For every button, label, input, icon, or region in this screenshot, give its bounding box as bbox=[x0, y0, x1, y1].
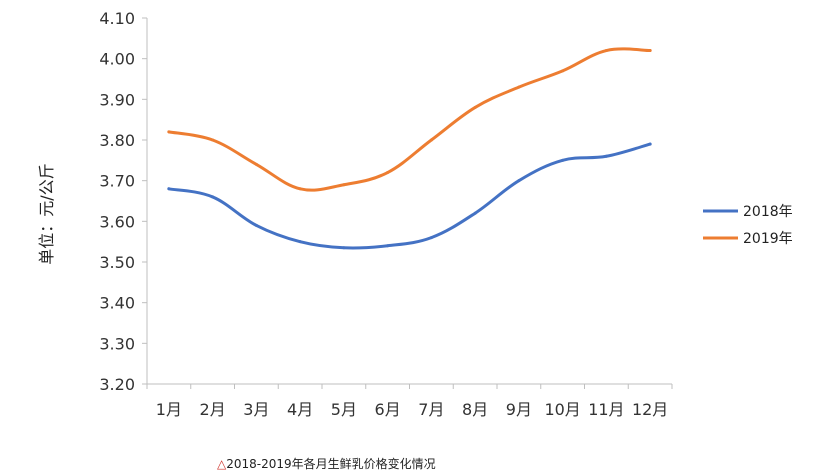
x-tick-label: 3月 bbox=[243, 400, 269, 419]
x-tick-label: 10月 bbox=[544, 400, 580, 419]
y-tick-label: 3.40 bbox=[99, 294, 135, 313]
x-axis: 1月 2月 3月 4月 5月 6月 7月 8月 9月 10月 11月 12月 bbox=[146, 383, 673, 419]
x-tick-label: 5月 bbox=[331, 400, 357, 419]
x-tick-label: 2月 bbox=[200, 400, 226, 419]
data-point bbox=[167, 187, 171, 191]
y-tick-label: 3.80 bbox=[99, 131, 135, 150]
y-axis: 3.20 3.30 3.40 3.50 3.60 3.70 3.80 3.90 4.00 4.10 bbox=[99, 9, 148, 394]
y-axis-label: 单位：元/公斤 bbox=[37, 163, 56, 264]
y-tick-label: 4.10 bbox=[99, 9, 135, 28]
y-tick-label: 4.00 bbox=[99, 50, 135, 69]
data-point bbox=[429, 138, 433, 142]
x-tick-label: 11月 bbox=[588, 400, 624, 419]
data-point bbox=[604, 154, 608, 158]
y-tick-label: 3.50 bbox=[99, 253, 135, 272]
legend-label-1: 2019年 bbox=[743, 231, 793, 247]
data-point bbox=[561, 69, 565, 73]
data-point bbox=[298, 187, 302, 191]
x-tick-label: 7月 bbox=[418, 400, 444, 419]
data-point bbox=[211, 195, 215, 199]
legend-label-0: 2018年 bbox=[743, 204, 793, 220]
x-tick-label: 6月 bbox=[375, 400, 401, 419]
data-point bbox=[342, 246, 346, 250]
caption-text: 2018-2019年各月生鲜乳价格变化情况 bbox=[226, 457, 436, 471]
data-point bbox=[298, 240, 302, 244]
caption-triangle-icon: △ bbox=[217, 457, 227, 471]
y-tick-label: 3.70 bbox=[99, 172, 135, 191]
data-point bbox=[517, 85, 521, 89]
series-line-0 bbox=[167, 142, 652, 250]
y-tick-label: 3.30 bbox=[99, 334, 135, 353]
data-point bbox=[167, 130, 171, 134]
y-tick-label: 3.90 bbox=[99, 90, 135, 109]
data-point bbox=[254, 162, 258, 166]
data-point bbox=[386, 171, 390, 175]
legend: 2018年 2019年 bbox=[703, 204, 793, 247]
x-tick-label: 1月 bbox=[156, 400, 182, 419]
data-point bbox=[517, 179, 521, 183]
data-point bbox=[429, 236, 433, 240]
x-tick-label: 4月 bbox=[287, 400, 313, 419]
data-point bbox=[561, 158, 565, 162]
x-tick-label: 12月 bbox=[632, 400, 668, 419]
data-point bbox=[648, 142, 652, 146]
data-point bbox=[604, 49, 608, 53]
y-tick-label: 3.60 bbox=[99, 212, 135, 231]
data-point bbox=[473, 105, 477, 109]
data-point bbox=[648, 49, 652, 53]
series-layer bbox=[167, 47, 652, 250]
x-tick-label: 9月 bbox=[506, 400, 532, 419]
y-tick-label: 3.20 bbox=[99, 375, 135, 394]
data-point bbox=[473, 211, 477, 215]
data-point bbox=[254, 223, 258, 227]
data-point bbox=[211, 138, 215, 142]
x-tick-label: 8月 bbox=[462, 400, 488, 419]
series-line-1 bbox=[167, 47, 652, 192]
data-point bbox=[386, 244, 390, 248]
data-point bbox=[342, 183, 346, 187]
chart-caption: △2018-2019年各月生鲜乳价格变化情况 bbox=[217, 455, 436, 472]
